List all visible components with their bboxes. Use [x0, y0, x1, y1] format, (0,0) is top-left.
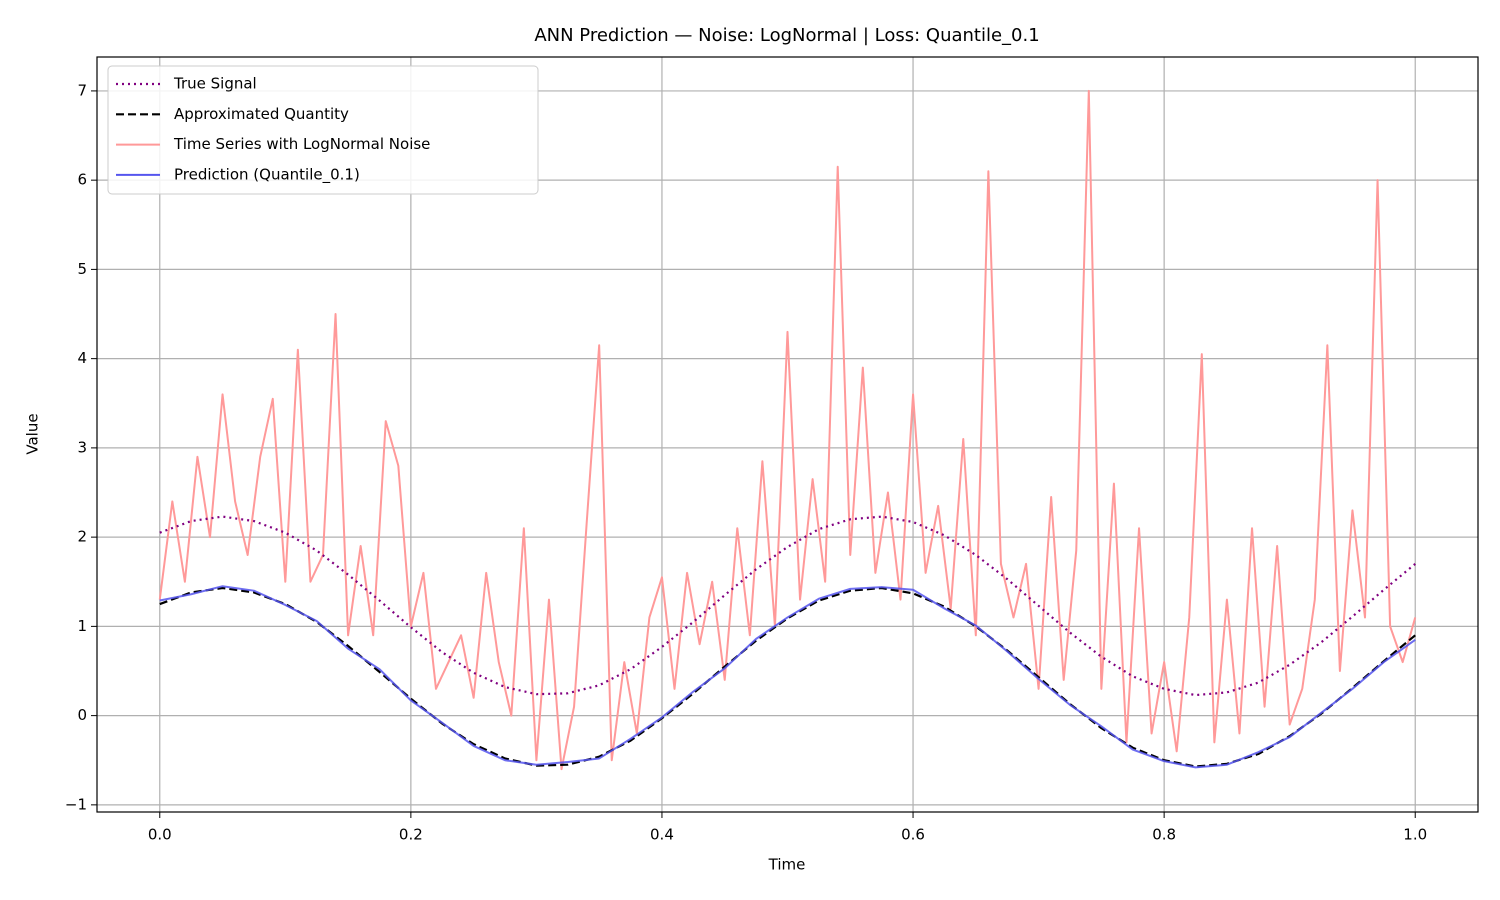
legend-label: Time Series with LogNormal Noise [173, 135, 430, 153]
y-tick-label: 2 [77, 528, 87, 546]
legend-box [107, 65, 539, 195]
y-tick-label: 6 [77, 171, 87, 189]
line-series [159, 585, 1416, 769]
x-tick-label: 1.0 [1403, 826, 1427, 844]
y-tick-label: 3 [77, 438, 87, 456]
x-tick-label: 0.6 [901, 826, 925, 844]
y-tick-label: 5 [77, 260, 87, 278]
plot-frame [96, 56, 1479, 813]
x-tick-label: 0.4 [650, 826, 674, 844]
legend-label: Prediction (Quantile_0.1) [174, 165, 360, 184]
y-tick-label: 0 [77, 706, 87, 724]
legend-label: True Signal [173, 75, 257, 93]
y-tick-label: −1 [65, 795, 87, 813]
y-tick-label: 4 [77, 349, 87, 367]
line-series [158, 89, 1417, 771]
chart-title: ANN Prediction — Noise: LogNormal | Loss… [534, 25, 1039, 46]
legend-label: Approximated Quantity [174, 105, 349, 123]
x-tick-label: 0.8 [1152, 826, 1176, 844]
x-axis-label: Time [768, 856, 806, 874]
y-axis-label: Value [24, 413, 42, 454]
y-tick-label: 1 [77, 617, 87, 635]
x-tick-label: 0.0 [148, 826, 172, 844]
y-tick-label: 7 [77, 81, 87, 99]
x-tick-label: 0.2 [399, 826, 423, 844]
